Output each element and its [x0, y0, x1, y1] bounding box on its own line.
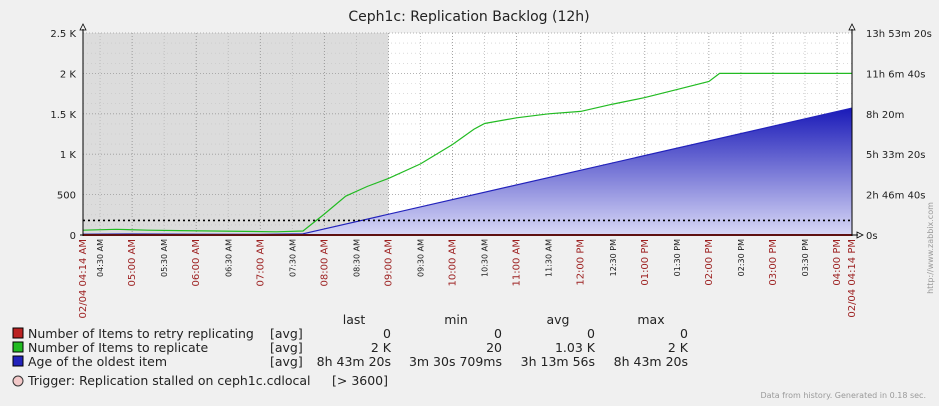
legend-avg-oldest-age: 3h 13m 56s [521, 354, 595, 369]
legend-max-oldest-age: 8h 43m 20s [614, 354, 688, 369]
x-tick-label: 01:30 PM [673, 239, 682, 276]
right-axis-ticks: 0s 2h 46m 40s 5h 33m 20s 8h 20m 11h 6m 40s 13… [866, 29, 932, 242]
legend-trigger-condition: [> 3600] [332, 373, 388, 388]
y-left-tick-label: 2 K [60, 69, 77, 80]
x-tick-label: 04:00 PM [832, 239, 843, 286]
x-tick-label: 12:00 PM [576, 239, 587, 286]
x-tick-label: 05:30 AM [160, 239, 169, 277]
chart-title: Ceph1c: Replication Backlog (12h) [348, 9, 589, 25]
left-axis-ticks: 0 500 1 K 1.5 K 2 K 2.5 K [50, 29, 76, 242]
x-tick-label: 09:30 AM [417, 239, 426, 277]
y-left-tick-label: 500 [57, 191, 76, 202]
series-replicate-line [82, 72, 852, 233]
x-tick-label: 08:00 AM [319, 239, 330, 286]
y-left-tick-label: 1.5 K [50, 110, 76, 121]
y-right-tick-label: 5h 33m 20s [866, 150, 925, 161]
x-tick-label: 07:00 AM [255, 239, 266, 286]
legend-header-last: last [343, 312, 366, 327]
x-tick-label: 11:00 AM [512, 239, 523, 286]
legend-avg-replicate: 1.03 K [555, 340, 596, 355]
legend-header-max: max [637, 312, 664, 327]
legend-trigger-label: Trigger: Replication stalled on ceph1c.c… [27, 373, 311, 388]
y-left-tick-label: 2.5 K [50, 29, 76, 40]
legend-min-replicate: 20 [486, 340, 502, 355]
x-axis-arrow [856, 231, 864, 239]
x-tick-label: 02:30 PM [737, 239, 746, 276]
legend-header-min: min [444, 312, 468, 327]
legend-min-oldest-age: 3m 30s 709ms [409, 354, 502, 369]
x-tick-label: 02/04 04:14 AM [78, 239, 89, 318]
legend-last-oldest-age: 8h 43m 20s [317, 354, 391, 369]
x-tick-label: 03:00 PM [768, 239, 779, 286]
zabbix-watermark: http://www.zabbix.com [926, 202, 935, 294]
legend-avg-retry: 0 [587, 326, 595, 341]
x-tick-label: 11:30 AM [545, 239, 554, 277]
x-tick-label: 04:30 AM [96, 239, 105, 277]
x-tick-label: 06:30 AM [224, 239, 233, 277]
legend-min-retry: 0 [494, 326, 502, 341]
x-tick-label: 02/04 04:14 PM [847, 239, 858, 318]
x-axis-ticks: 02/04 04:14 AM 04:30 AM 05:00 AM 05:30 AM 06… [78, 239, 858, 319]
x-tick-label: 12:30 PM [609, 239, 618, 276]
legend-last-replicate: 2 K [371, 340, 392, 355]
x-tick-label: 10:30 AM [481, 239, 490, 277]
x-tick-label: 06:00 AM [191, 239, 202, 286]
x-tick-label: 03:30 PM [801, 239, 810, 276]
legend-name-replicate: Number of Items to replicate [28, 340, 209, 355]
x-tick-label: 09:00 AM [383, 239, 394, 286]
legend-func-oldest-age: [avg] [270, 354, 303, 369]
x-tick-label: 02:00 PM [704, 239, 715, 286]
legend-max-retry: 0 [680, 326, 688, 341]
x-tick-label: 01:00 PM [640, 239, 651, 286]
y-right-tick-label: 11h 6m 40s [866, 69, 925, 80]
x-tick-label: 07:30 AM [288, 239, 297, 277]
legend-swatch-replicate [12, 341, 24, 353]
y-left-tick-label: 0 [70, 231, 76, 242]
left-axis-arrow [79, 23, 87, 31]
y-right-tick-label: 13h 53m 20s [866, 29, 932, 40]
legend-last-retry: 0 [383, 326, 391, 341]
legend-func-retry: [avg] [270, 326, 303, 341]
trigger-indicator-icon [12, 375, 24, 387]
legend-swatch-retry [12, 327, 24, 339]
legend-swatch-oldest-age [12, 355, 24, 367]
x-tick-label: 08:30 AM [352, 239, 361, 277]
y-right-tick-label: 8h 20m [866, 110, 904, 121]
legend: last min avg max Number of Items to retr… [12, 312, 689, 388]
footer-generated-text: Data from history. Generated in 0.18 sec… [761, 391, 926, 400]
right-axis-arrow [848, 23, 856, 31]
legend-name-oldest-age: Age of the oldest item [28, 354, 167, 369]
legend-func-replicate: [avg] [270, 340, 303, 355]
x-tick-label: 10:00 AM [448, 239, 459, 286]
y-left-tick-label: 1 K [60, 150, 77, 161]
legend-max-replicate: 2 K [668, 340, 689, 355]
legend-name-retry: Number of Items to retry replicating [28, 326, 254, 341]
legend-header-avg: avg [547, 312, 570, 327]
x-tick-label: 05:00 AM [127, 239, 138, 286]
y-right-tick-label: 2h 46m 40s [866, 191, 925, 202]
series-oldest-age-area [83, 108, 852, 235]
y-right-tick-label: 0s [866, 231, 878, 242]
